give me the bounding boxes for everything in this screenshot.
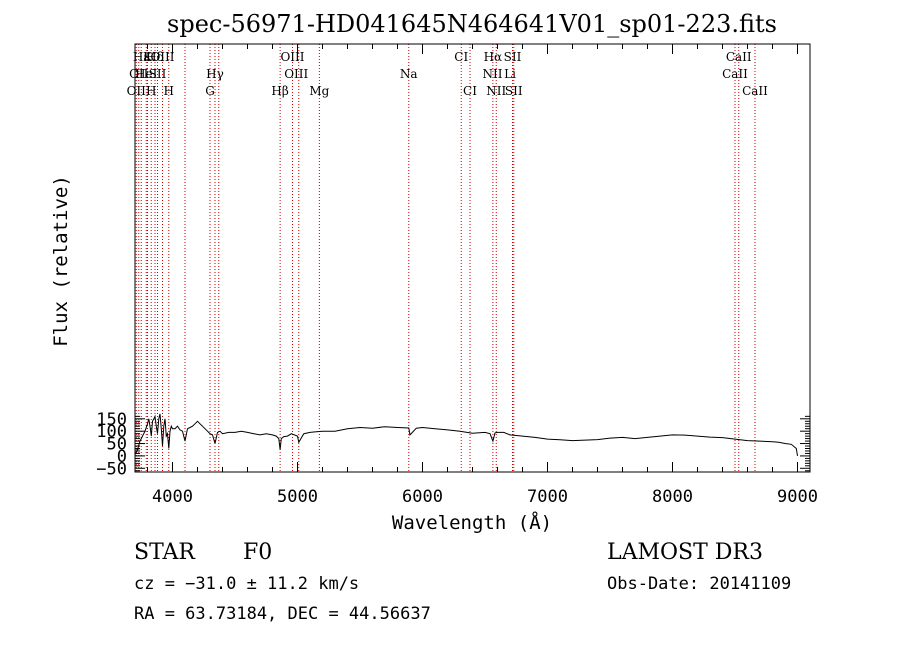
x-tick-label: 5000 (277, 487, 318, 507)
marker-label: Mg (309, 84, 329, 98)
marker-label: Hβ (271, 84, 288, 98)
x-tick-label: 9000 (777, 487, 818, 507)
plot-frame (134, 43, 811, 473)
x-tick-label: 4000 (152, 487, 193, 507)
axis-ticks (135, 44, 810, 472)
x-tick-label: 7000 (527, 487, 568, 507)
marker-label: Hγ (206, 67, 224, 81)
marker-label: Hδ (146, 50, 164, 64)
subclass: F0 (243, 540, 273, 565)
marker-label: OIII (280, 50, 304, 64)
redshift-text: cz = −31.0 ± 11.2 km/s (134, 574, 360, 594)
marker-label: SII (505, 84, 523, 98)
marker-label: OII (127, 84, 147, 98)
marker-label: CaII (722, 67, 748, 81)
y-tick-label: 150 (96, 410, 127, 430)
marker-label: Hε (133, 50, 150, 64)
marker-label: Li (504, 67, 516, 81)
y-tick-label: 50 (107, 435, 127, 455)
marker-label: OIII (284, 67, 308, 81)
marker-label: SII (504, 50, 522, 64)
marker-label: OIII (150, 50, 174, 64)
chart-title: spec-56971-HD041645N464641V01_sp01-223.f… (167, 10, 777, 38)
y-tick-label: −50 (96, 459, 127, 479)
marker-label: CI (463, 84, 477, 98)
obs-date: Obs-Date: 20141109 (607, 574, 792, 594)
x-tick-labels: 4000 5000 6000 7000 8000 9000 (152, 487, 818, 507)
marker-lines (135, 44, 756, 472)
marker-label: CI (454, 50, 468, 64)
marker-label: CaII (742, 84, 768, 98)
marker-label: Na (400, 67, 418, 81)
spectrum-line (134, 413, 798, 456)
x-tick-label: 8000 (652, 487, 693, 507)
marker-label: Hα (484, 50, 503, 64)
survey-label: LAMOST DR3 (607, 540, 763, 565)
object-type: STAR (134, 540, 195, 565)
marker-label: HeI (135, 67, 158, 81)
marker-label: H (164, 84, 174, 98)
marker-label: CaII (726, 50, 752, 64)
y-tick-label: 0 (117, 447, 127, 467)
marker-label: H (146, 84, 156, 98)
marker-label: NII (483, 67, 503, 81)
marker-label: NII (486, 84, 506, 98)
marker-label: SII (149, 67, 167, 81)
marker-label: K (143, 50, 153, 64)
y-axis-label: Flux (relative) (50, 175, 72, 347)
x-tick-label: 6000 (402, 487, 443, 507)
x-axis-label: Wavelength (Å) (392, 511, 552, 534)
marker-label: OII (129, 67, 149, 81)
coordinates: RA = 63.73184, DEC = 44.56637 (134, 604, 431, 624)
marker-label: G (205, 84, 215, 98)
y-tick-label: 100 (96, 422, 127, 442)
